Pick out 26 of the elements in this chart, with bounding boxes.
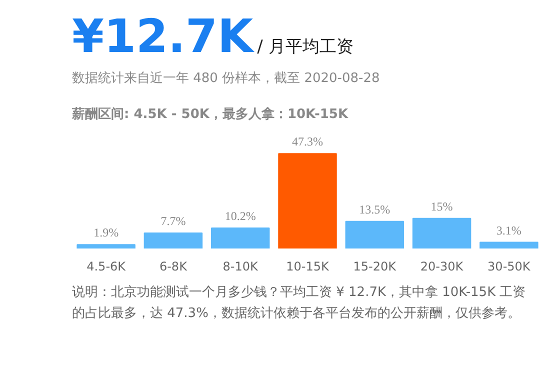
data-label: 7.7%: [160, 214, 186, 228]
bar: [144, 232, 203, 248]
chart-subtitle: / 月平均工资: [257, 37, 354, 57]
data-label: 47.3%: [292, 134, 323, 149]
chart-title: ¥12.7K: [72, 9, 254, 63]
data-label: 15%: [430, 199, 453, 214]
text: 数据统计来自近一年 480 份样本，截至 2020-08-28: [72, 70, 380, 88]
x-tick-label: 20-30K: [420, 260, 464, 274]
text: 说明：北京功能测试一个月多少钱？平均工资 ¥ 12.7K，其中拿 10K-15K 工资的占比最多，达 47.3%，数据统计依赖于各平台发布的公开薪酬，仅供参考。: [72, 284, 527, 323]
text: 薪酬区间: 4.5K - 50K，最多人拿：10K-15K: [72, 106, 348, 124]
x-tick-label: 30-50K: [488, 260, 532, 274]
data-label: 1.9%: [94, 226, 119, 240]
bar: [76, 244, 136, 248]
data-label: 10.2%: [224, 209, 256, 224]
bar: [480, 242, 538, 248]
bar: [345, 220, 404, 248]
x-tick-label: 15-20K: [353, 260, 398, 274]
data-label: 3.1%: [496, 223, 522, 238]
bar: [278, 153, 337, 248]
x-tick-label: 8-10K: [222, 260, 260, 274]
bar: [210, 228, 270, 248]
x-tick-label: 4.5-6K: [86, 260, 127, 274]
bar: [412, 218, 472, 248]
data-label: 13.5%: [359, 202, 390, 216]
x-tick-label: 10-15K: [286, 260, 330, 274]
x-tick-label: 6-8K: [159, 260, 188, 274]
